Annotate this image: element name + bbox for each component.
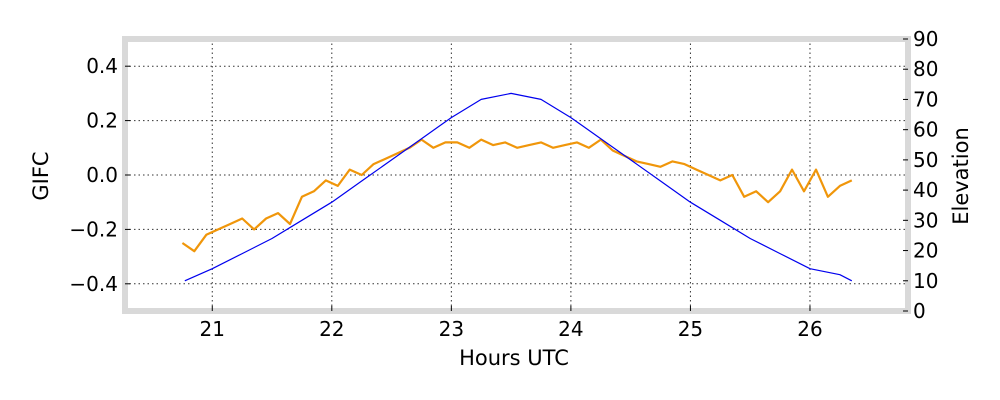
grid-lines (125, 39, 908, 311)
y2-tick-label: 50 (913, 148, 938, 172)
gifc-line (181, 138, 853, 253)
y2-tick-label: 60 (913, 118, 938, 142)
x-tick-label: 21 (200, 317, 225, 341)
y2-tick-label: 30 (913, 208, 938, 232)
y2-tick-label: 80 (913, 57, 938, 81)
y2-tick-label: 40 (913, 178, 938, 202)
y2-tick-label: 10 (913, 269, 938, 293)
y2-tick-label: 90 (913, 27, 938, 51)
y2-tick-label: 20 (913, 239, 938, 263)
x-tick-label: 26 (797, 317, 822, 341)
x-tick-label: 24 (558, 317, 583, 341)
y-axis-title: GIFC (29, 151, 53, 200)
y-tick-label: 0.0 (86, 163, 118, 187)
y-tick-label: 0.2 (86, 109, 118, 133)
y-tick-label: 0.4 (86, 54, 118, 78)
series-layer (181, 92, 853, 282)
x-tick-label: 23 (439, 317, 464, 341)
y-tick-label: −0.4 (69, 272, 118, 296)
y2-tick-label: 0 (913, 299, 926, 323)
y-tick-label: −0.2 (69, 217, 118, 241)
y2-tick-label: 70 (913, 87, 938, 111)
elevation-line (184, 92, 853, 282)
axis-ticks: 21 22 23 24 25 26 −0.4 −0.2 0.0 0.2 0.4 0 10 20 30 40 50… (69, 27, 938, 341)
x-tick-label: 22 (319, 317, 344, 341)
x-axis-title: Hours UTC (459, 346, 569, 370)
x-tick-label: 25 (678, 317, 703, 341)
y2-axis-title: Elevation (949, 127, 973, 225)
